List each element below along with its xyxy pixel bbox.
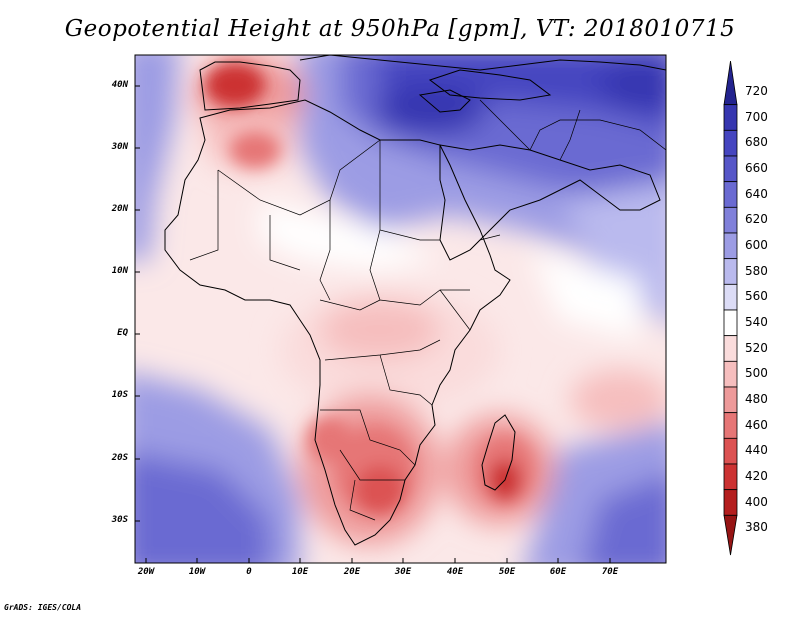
lat-label-eq: EQ (117, 328, 128, 338)
lat-label-20s: 20S (111, 453, 128, 463)
colorbar-label: 460 (745, 417, 768, 432)
colorbar-label: 600 (745, 237, 768, 252)
colorbar-label: 560 (745, 289, 768, 304)
colorbar-swatch (723, 309, 738, 337)
colorbar-swatch (723, 232, 738, 260)
colorbar-label: 520 (745, 340, 768, 355)
colorbar-swatch (723, 437, 738, 465)
lon-label-20e: 20E (343, 567, 361, 577)
map-title: Geopotential Height at 950hPa [gpm], VT:… (64, 16, 736, 42)
colorbar-label: 700 (745, 109, 768, 124)
lon-label-10w: 10W (188, 567, 206, 577)
colorbar-swatch (723, 60, 738, 106)
colorbar-swatch (723, 489, 738, 516)
colorbar-label: 500 (745, 366, 768, 381)
colorbar-swatch (723, 104, 738, 131)
colorbar-label: 580 (745, 263, 768, 278)
lat-label-30n: 30N (111, 142, 128, 152)
colorbar-label: 640 (745, 186, 768, 201)
colorbar-label: 620 (745, 212, 768, 227)
colorbar-label: 400 (745, 494, 768, 509)
lon-label-60e: 60E (549, 567, 567, 577)
lon-label-10e: 10E (291, 567, 309, 577)
lon-label-70e: 70E (601, 567, 619, 577)
colorbar-label: 380 (745, 520, 768, 535)
lon-label-0: 0 (246, 567, 252, 577)
coastlines (164, 55, 666, 546)
colorbar-swatch (723, 463, 738, 491)
lat-label-40n: 40N (111, 80, 128, 90)
lon-label-30e: 30E (394, 567, 412, 577)
colorbar-swatch (723, 335, 738, 362)
colorbar-label: 680 (745, 135, 768, 150)
colorbar-label: 440 (745, 443, 768, 458)
colorbar-swatch (723, 155, 738, 183)
colorbar-label: 480 (745, 391, 768, 406)
colorbar-label: 660 (745, 160, 768, 175)
colorbar-label: 720 (745, 83, 768, 98)
credit-text: GrADS: IGES/COLA (4, 603, 82, 612)
colorbar-label: 540 (745, 314, 768, 329)
lat-label-20n: 20N (111, 204, 128, 214)
axis-ticks (135, 85, 611, 563)
colorbar-swatch (723, 181, 738, 208)
lat-label-10n: 10N (111, 266, 128, 276)
colorbar (723, 60, 738, 556)
lat-label-30s: 30S (111, 515, 128, 525)
colorbar-swatch (723, 206, 738, 234)
colorbar-label: 420 (745, 468, 768, 483)
country-borders (189, 99, 666, 521)
map-field (135, 55, 666, 563)
colorbar-swatch (723, 514, 738, 556)
colorbar-swatch (723, 258, 738, 285)
colorbar-swatch (723, 283, 738, 311)
colorbar-swatch (723, 360, 738, 388)
lon-label-20w: 20W (137, 567, 155, 577)
map-frame (134, 54, 667, 564)
colorbar-swatch (723, 129, 738, 157)
lon-label-40e: 40E (446, 567, 464, 577)
colorbar-swatch (723, 412, 738, 439)
colorbar-swatch (723, 386, 738, 414)
lon-label-50e: 50E (498, 567, 516, 577)
lat-label-10s: 10S (111, 390, 128, 400)
